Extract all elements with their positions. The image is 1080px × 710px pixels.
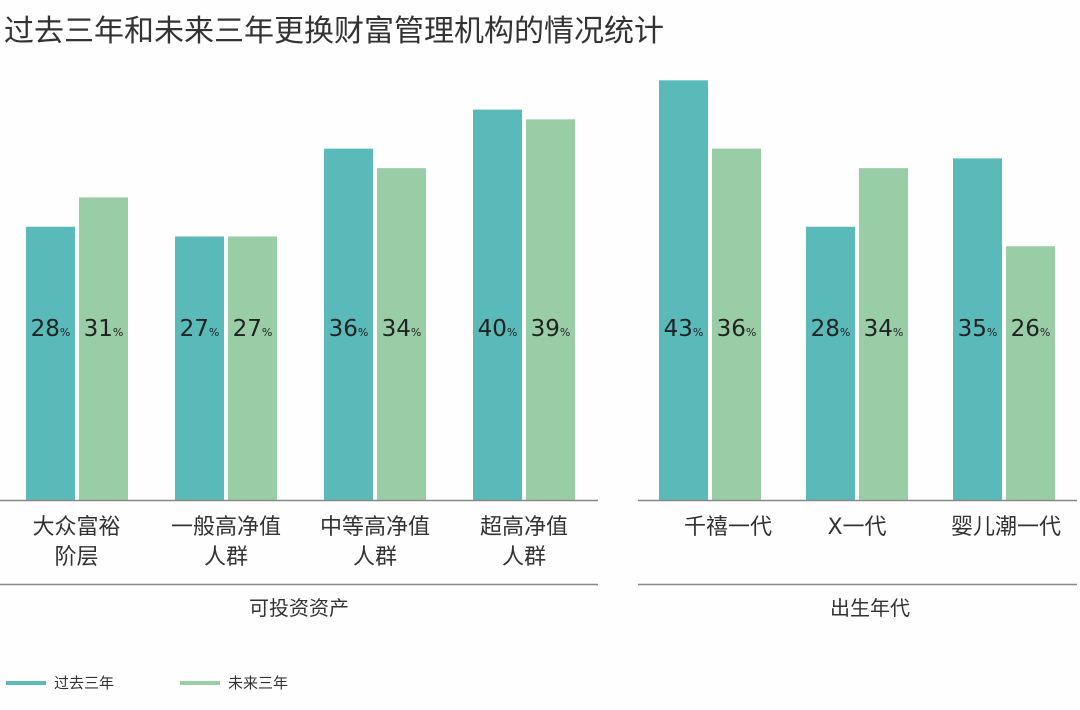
data-label: 35% [958, 316, 998, 342]
bar-future [377, 168, 426, 500]
legend-label-future: 未来三年 [228, 674, 289, 692]
data-label: 27% [233, 316, 273, 342]
group-label: 出生年代 [830, 596, 910, 620]
bar-future [1006, 246, 1055, 500]
category-label: 超高净值 [480, 515, 568, 540]
data-label: 36% [717, 316, 757, 342]
data-label: 27% [180, 316, 220, 342]
bar-future [228, 236, 277, 501]
data-label: 36% [329, 316, 369, 342]
data-label: 31% [84, 316, 124, 342]
data-label: 43% [664, 316, 704, 342]
category-label: 大众富裕 [32, 515, 120, 540]
bar-past [175, 236, 224, 501]
bar-past [324, 148, 373, 500]
category-label: 人群 [204, 545, 248, 570]
chart-title: 过去三年和未来三年更换财富管理机构的情况统计 [4, 14, 664, 49]
bar-past [953, 158, 1002, 500]
category-label: 千禧一代 [684, 515, 772, 540]
bar-past [473, 109, 522, 500]
data-label: 28% [31, 316, 71, 342]
legend-label-past: 过去三年 [54, 674, 115, 692]
category-label: 一般高净值 [171, 515, 281, 540]
data-label: 40% [478, 316, 518, 342]
legend: 过去三年 未来三年 [0, 672, 1080, 698]
group-label: 可投资资产 [249, 596, 349, 620]
legend-item-future: 未来三年 [180, 672, 288, 693]
bar-past [26, 226, 75, 500]
bar-past [806, 226, 855, 500]
bar-future [526, 119, 575, 501]
data-label: 39% [531, 316, 571, 342]
category-label: X一代 [827, 515, 886, 540]
data-label: 28% [811, 316, 851, 342]
bar-past [659, 80, 708, 500]
legend-item-past: 过去三年 [6, 672, 114, 693]
category-label: 人群 [502, 545, 546, 570]
category-label: 中等高净值 [320, 515, 430, 540]
bar-future [712, 148, 761, 500]
category-label: 婴儿潮一代 [951, 515, 1061, 540]
legend-swatch-future [180, 680, 220, 685]
data-label: 34% [864, 316, 904, 342]
category-label: 阶层 [54, 545, 98, 570]
category-label: 人群 [353, 545, 397, 570]
data-label: 26% [1011, 316, 1051, 342]
bar-future [79, 197, 128, 500]
data-label: 34% [382, 316, 422, 342]
legend-swatch-past [6, 680, 46, 685]
bar-future [859, 168, 908, 500]
